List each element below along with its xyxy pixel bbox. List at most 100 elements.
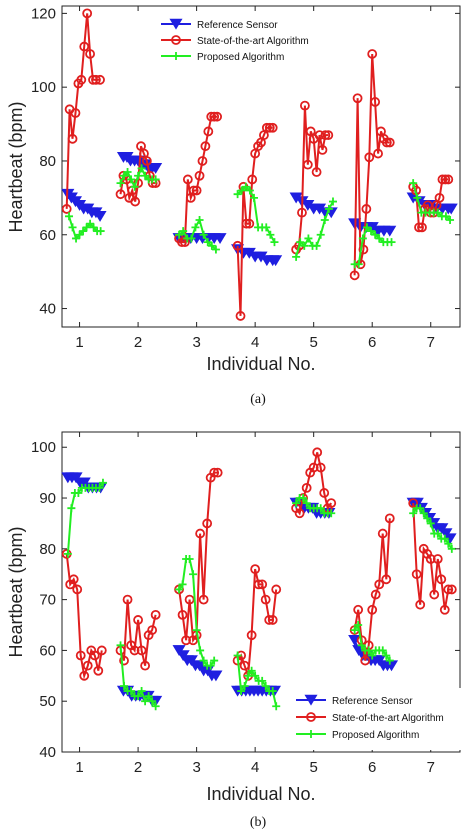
data-point	[213, 233, 227, 245]
data-point	[147, 625, 158, 635]
y-axis-label: Heartbeat (bpm)	[6, 101, 26, 232]
data-point	[202, 518, 213, 529]
data-point	[408, 498, 419, 509]
data-point	[423, 514, 432, 523]
data-point	[151, 702, 160, 711]
legend-label: State-of-the-art Algorithm	[332, 713, 444, 724]
y-axis-label: Heartbeat (bpm)	[6, 526, 26, 657]
data-point	[444, 539, 453, 548]
data-point	[130, 182, 139, 191]
data-point	[364, 152, 375, 163]
legend-entry: Proposed Algorithm	[161, 52, 284, 63]
data-point	[426, 519, 435, 528]
x-tick-label: 2	[134, 759, 142, 776]
data-point	[120, 681, 129, 690]
caption-a: (a)	[250, 392, 266, 407]
data-point	[352, 93, 363, 104]
data-point	[148, 697, 157, 706]
data-point	[194, 170, 205, 181]
data-point	[436, 574, 447, 585]
data-point	[409, 509, 418, 518]
data-point	[415, 599, 426, 610]
data-point	[353, 604, 364, 615]
data-point	[292, 252, 301, 261]
data-point	[149, 163, 163, 174]
tick-labels: 1 2 3 4 5 6 7 40 50 60 70 80 90 100	[31, 432, 460, 776]
data-point	[429, 589, 440, 600]
data-point	[251, 671, 260, 680]
data-point	[237, 186, 246, 195]
legend: Reference Sensor State-of-the-art Algorit…	[290, 688, 462, 750]
data-point	[130, 196, 141, 207]
data-point	[211, 245, 220, 254]
data-point	[360, 655, 371, 666]
data-point	[246, 630, 257, 641]
legend-entry: State-of-the-art Algorithm	[296, 712, 444, 724]
legend-label: Proposed Algorithm	[332, 730, 419, 741]
data-point	[212, 111, 223, 122]
data-point	[433, 529, 442, 538]
data-point	[439, 604, 450, 615]
data-point	[364, 646, 373, 655]
x-tick-label: 7	[427, 334, 435, 351]
data-point	[134, 171, 143, 180]
legend-label: Reference Sensor	[332, 696, 413, 707]
data-point	[240, 681, 249, 690]
data-point	[264, 122, 275, 133]
data-point	[79, 41, 90, 52]
data-point	[375, 234, 384, 243]
x-tick-label: 1	[75, 759, 83, 776]
data-point	[244, 218, 255, 229]
data-point	[75, 650, 86, 661]
data-point	[177, 609, 188, 620]
data-point	[261, 681, 270, 690]
legend-label: Reference Sensor	[197, 20, 278, 31]
data-point	[381, 137, 392, 148]
data-point	[65, 212, 74, 221]
data-point	[433, 208, 442, 217]
data-point	[354, 260, 363, 269]
data-point	[444, 203, 458, 215]
data-point	[93, 211, 107, 222]
data-point	[447, 544, 456, 553]
y-tick-label: 40	[39, 301, 56, 318]
data-point	[82, 8, 93, 19]
data-point	[315, 462, 326, 473]
data-point	[72, 584, 83, 595]
data-point	[123, 168, 132, 177]
data-point	[361, 204, 372, 214]
data-point	[258, 676, 267, 685]
data-point	[137, 687, 146, 696]
series-reference-sensor	[61, 151, 458, 267]
data-point	[237, 687, 246, 696]
data-point	[79, 670, 90, 681]
data-point	[197, 156, 208, 166]
data-point	[141, 156, 152, 166]
data-point	[250, 564, 261, 575]
data-point	[68, 574, 79, 585]
data-point	[144, 692, 153, 701]
data-point	[207, 241, 216, 250]
legend-box	[155, 12, 337, 72]
data-point	[267, 615, 278, 625]
caption-b: (b)	[250, 815, 267, 830]
data-point	[446, 584, 457, 595]
data-point	[67, 504, 76, 513]
data-point	[241, 218, 252, 229]
data-point	[312, 447, 323, 458]
data-point	[261, 122, 272, 133]
data-point	[209, 111, 220, 122]
data-point	[74, 488, 83, 497]
data-point	[414, 222, 424, 233]
data-point	[270, 238, 279, 247]
chart-panel-a: 1 2 3 4 5 6 7 40 60 80 100 120 Reference Sensor Stat…	[6, 5, 461, 407]
data-point	[244, 671, 253, 680]
data-point	[294, 508, 305, 519]
legend-entry: State-of-the-art Algorithm	[161, 35, 309, 47]
data-point	[425, 554, 436, 564]
y-tick-label: 100	[31, 79, 56, 96]
data-point	[296, 238, 305, 247]
x-tick-label: 3	[192, 759, 200, 776]
data-point	[272, 702, 281, 711]
data-point	[268, 687, 277, 696]
